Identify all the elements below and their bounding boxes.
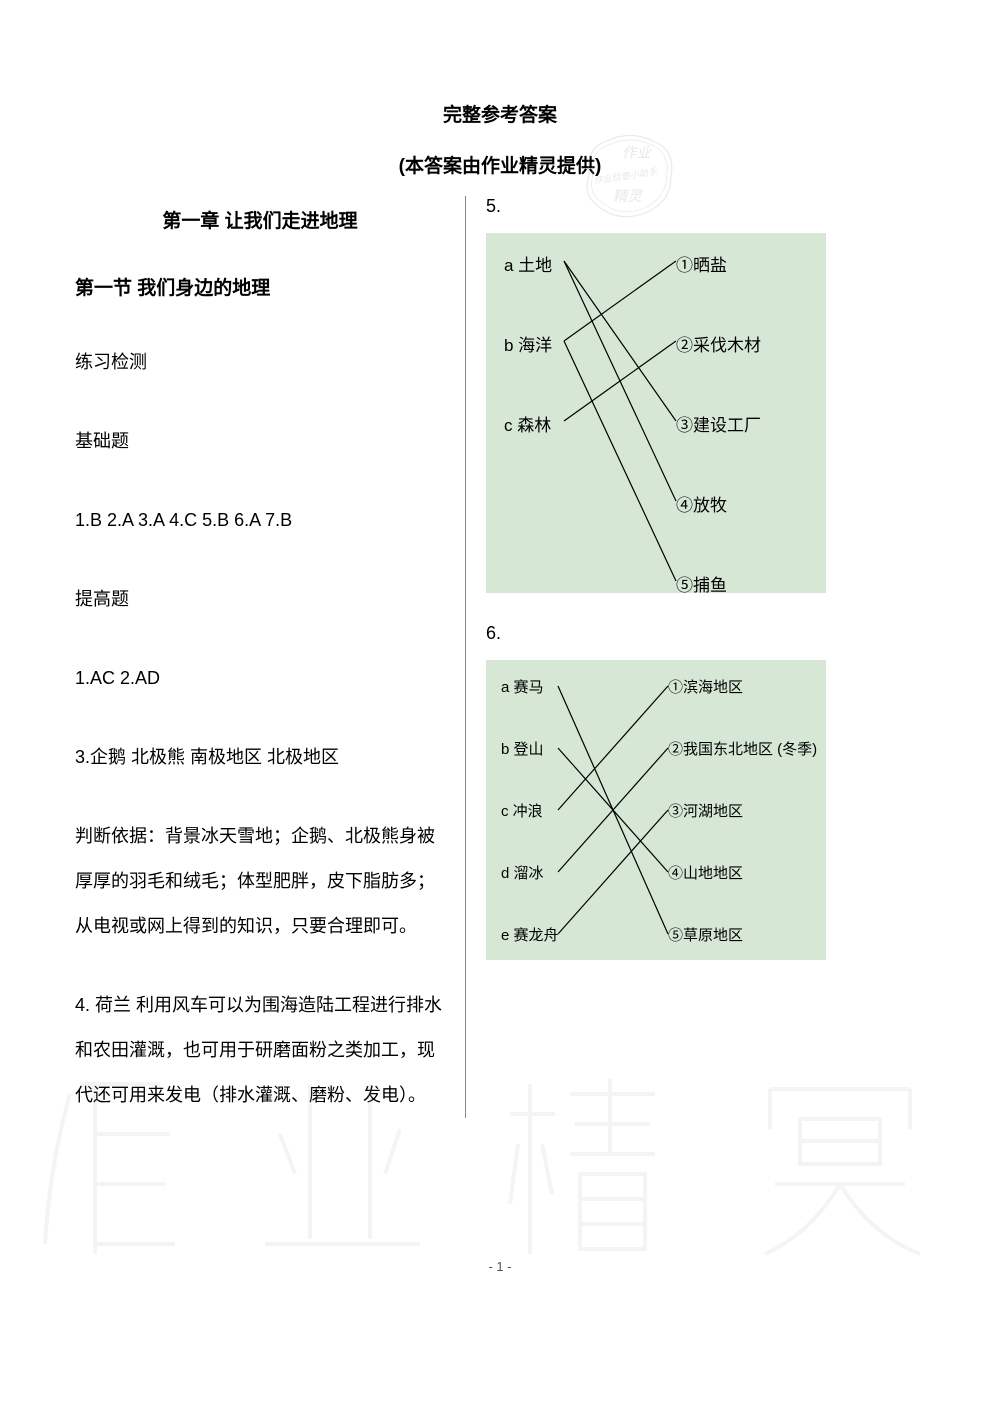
stamp-badge: 作业 作业检查小助手 精灵 (580, 130, 680, 220)
match-right-item: ④放牧 (676, 491, 727, 516)
matching-diagram-2: a 赛马 b 登山 c 冲浪 d 溜冰 e 赛龙舟 ①滨海地区 ②我国东北地区 (冬季) ③河… (486, 660, 826, 960)
match-left-item: c 冲浪 (501, 800, 543, 821)
left-column: 第一章 让我们走进地理 第一节 我们身边的地理 练习检测 基础题 1.B 2.A… (75, 196, 465, 1118)
section-title: 第一节 我们身边的地理 (75, 273, 445, 300)
match-right-item: ③河湖地区 (668, 800, 743, 821)
page-number: - 1 - (488, 1259, 511, 1274)
main-title: 完整参考答案 (75, 100, 925, 127)
match-right-item: ③建设工厂 (676, 411, 761, 436)
match-left-item: a 赛马 (501, 676, 544, 697)
match-right-item: ⑤草原地区 (668, 924, 743, 945)
svg-text:精灵: 精灵 (613, 188, 644, 205)
right-column: 5. a 土地 b 海洋 c 森林 ①晒盐 ②采伐木材 ③建设工厂 ④放牧 ⑤捕鱼 6. a … (465, 196, 925, 1118)
q5-label: 5. (486, 196, 925, 217)
svg-text:作业: 作业 (622, 144, 653, 161)
q6-label: 6. (486, 623, 925, 644)
advanced-label: 提高题 (75, 577, 445, 622)
match-right-item: ⑤捕鱼 (676, 571, 727, 593)
sub-title: (本答案由作业精灵提供) (75, 151, 925, 178)
basic-answers: 1.B 2.A 3.A 4.C 5.B 6.A 7.B (75, 498, 445, 543)
basic-label: 基础题 (75, 419, 445, 464)
practice-label: 练习检测 (75, 340, 445, 385)
match-right-item: ①晒盐 (676, 251, 727, 276)
match-left-item: e 赛龙舟 (501, 924, 559, 945)
match-left-item: c 森林 (504, 411, 551, 436)
match-right-item: ②采伐木材 (676, 331, 761, 356)
advanced-answers: 1.AC 2.AD (75, 656, 445, 701)
match-right-item: ①滨海地区 (668, 676, 743, 697)
match-left-item: b 登山 (501, 738, 544, 759)
q4-answer: 4. 荷兰 利用风车可以为围海造陆工程进行排水和农田灌溉，也可用于研磨面粉之类加… (75, 983, 445, 1118)
match-right-item: ④山地地区 (668, 862, 743, 883)
match-left-item: b 海洋 (504, 331, 552, 356)
svg-text:作业检查小助手: 作业检查小助手 (593, 167, 658, 186)
matching-diagram-1: a 土地 b 海洋 c 森林 ①晒盐 ②采伐木材 ③建设工厂 ④放牧 ⑤捕鱼 (486, 233, 826, 593)
content-columns: 第一章 让我们走进地理 第一节 我们身边的地理 练习检测 基础题 1.B 2.A… (75, 196, 925, 1118)
match-right-item: ②我国东北地区 (冬季) (668, 738, 817, 759)
match-left-item: a 土地 (504, 251, 552, 276)
q3-answer: 3.企鹅 北极熊 南极地区 北极地区 (75, 735, 445, 780)
chapter-title: 第一章 让我们走进地理 (75, 206, 445, 233)
q3-judgement: 判断依据：背景冰天雪地；企鹅、北极熊身被厚厚的羽毛和绒毛；体型肥胖，皮下脂肪多；… (75, 814, 445, 949)
match-left-item: d 溜冰 (501, 862, 544, 883)
